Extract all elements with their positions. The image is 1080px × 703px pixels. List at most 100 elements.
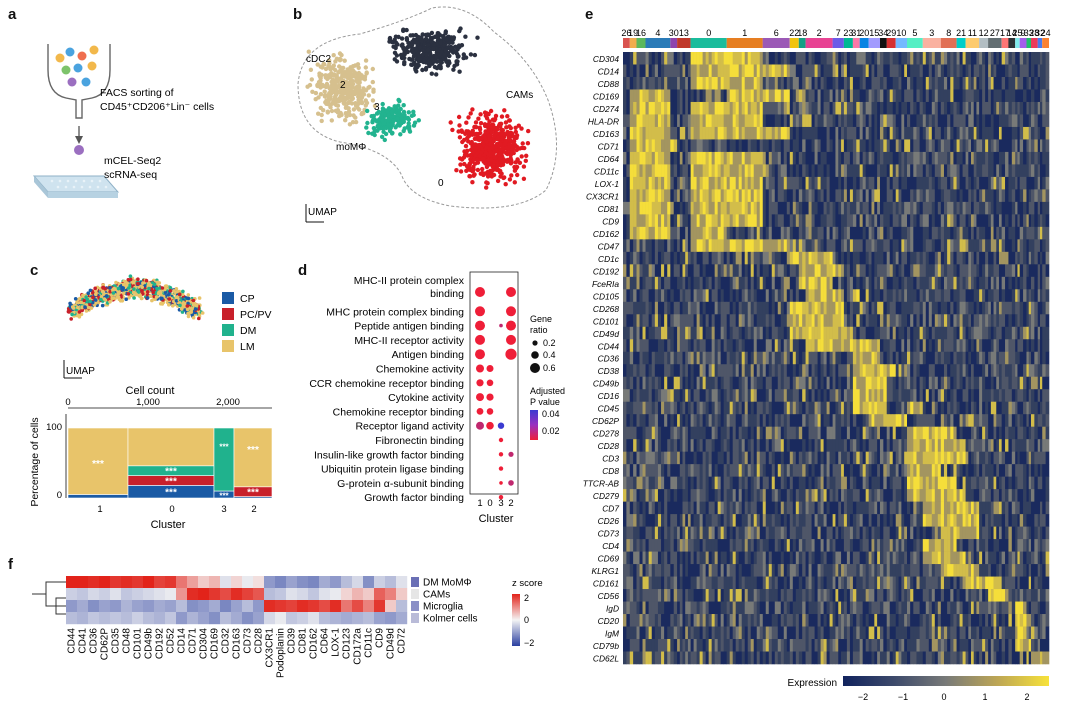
heatmap-cell bbox=[732, 214, 736, 228]
heatmap-cell bbox=[931, 239, 936, 253]
heatmap-cell bbox=[1042, 214, 1046, 228]
heatmap-cell bbox=[843, 101, 848, 115]
umap-point-c bbox=[185, 304, 190, 308]
umap-point bbox=[429, 71, 434, 76]
heatmap-cell bbox=[849, 89, 854, 103]
heatmap-cell bbox=[910, 64, 914, 78]
heatmap-cell bbox=[965, 52, 969, 65]
heatmap-cell bbox=[670, 201, 675, 215]
umap-point bbox=[484, 111, 490, 116]
heatmap-cell bbox=[919, 176, 924, 190]
heatmap-cell bbox=[859, 101, 863, 115]
heatmap-cell bbox=[732, 89, 736, 103]
heatmap-cell bbox=[726, 264, 730, 278]
heatmap-cell bbox=[940, 89, 945, 103]
heatmap-cell bbox=[1019, 251, 1024, 265]
heatmap-cell bbox=[753, 214, 758, 228]
heatmap-cell bbox=[645, 226, 649, 240]
heatmap-cell bbox=[892, 239, 897, 253]
heatmap-cell bbox=[798, 114, 803, 128]
heatmap-cell bbox=[648, 101, 653, 115]
umap-point bbox=[326, 93, 332, 99]
umap-point bbox=[497, 121, 502, 127]
heatmap-cell bbox=[805, 64, 809, 78]
heatmap-cell bbox=[717, 201, 721, 215]
heatmap-cell bbox=[879, 164, 884, 178]
heatmap-cell bbox=[1039, 89, 1043, 103]
heatmap-cell bbox=[985, 151, 989, 165]
heatmap-cell bbox=[786, 76, 791, 90]
enrichment-dot bbox=[498, 466, 504, 471]
heatmap-cell bbox=[642, 189, 646, 203]
heatmap-cell bbox=[720, 64, 724, 78]
heatmap-cell bbox=[979, 201, 983, 215]
heatmap-cell bbox=[753, 226, 758, 240]
heatmap-cell bbox=[783, 139, 788, 153]
heatmap-cell bbox=[1015, 214, 1018, 228]
heatmap-cell bbox=[904, 89, 908, 103]
heatmap-cell bbox=[1023, 251, 1027, 265]
heatmap-cell bbox=[843, 176, 848, 190]
heatmap-cell bbox=[789, 89, 794, 103]
heatmap-cell bbox=[795, 239, 800, 253]
heatmap-cell bbox=[765, 114, 770, 128]
umap-point-c bbox=[168, 286, 173, 290]
heatmap-cell bbox=[841, 89, 845, 103]
heatmap-cell bbox=[820, 151, 824, 165]
heatmap-cell bbox=[928, 101, 933, 115]
heatmap-cell bbox=[814, 226, 818, 240]
heatmap-cell bbox=[717, 76, 721, 90]
heatmap-cell bbox=[685, 201, 689, 215]
panel-c-label: c bbox=[30, 262, 39, 279]
heatmap-cell bbox=[962, 214, 966, 228]
heatmap-cell bbox=[705, 239, 709, 253]
heatmap-cell bbox=[971, 52, 975, 65]
heatmap-cell bbox=[922, 64, 927, 78]
heatmap-cell bbox=[708, 214, 712, 228]
heatmap-cell bbox=[832, 114, 836, 128]
heatmap-cell bbox=[648, 189, 653, 203]
heatmap-cell bbox=[1037, 139, 1041, 153]
heatmap-cell bbox=[717, 151, 721, 165]
heatmap-cell bbox=[714, 76, 718, 90]
umap-point bbox=[494, 148, 499, 154]
heatmap-cell bbox=[829, 101, 833, 115]
heatmap-cell bbox=[759, 264, 764, 278]
heatmap-cell bbox=[838, 114, 842, 128]
heatmap-cell bbox=[856, 64, 860, 78]
heatmap-cell bbox=[1017, 251, 1020, 265]
pvalue-tick-004: 0.04 bbox=[542, 409, 560, 419]
umap-point bbox=[353, 63, 358, 68]
heatmap-cell bbox=[841, 126, 845, 140]
heatmap-cell bbox=[623, 139, 627, 153]
heatmap-cell bbox=[898, 176, 902, 190]
heatmap-cell bbox=[808, 189, 812, 203]
heatmap-cell bbox=[753, 189, 758, 203]
heatmap-cell bbox=[768, 101, 773, 115]
heatmap-cell bbox=[774, 239, 779, 253]
heatmap-cell bbox=[1023, 189, 1027, 203]
heatmap-cell bbox=[971, 176, 975, 190]
heatmap-cell bbox=[642, 52, 646, 65]
heatmap-cell bbox=[808, 251, 812, 265]
heatmap-cell bbox=[943, 139, 948, 153]
heatmap-cell bbox=[913, 101, 917, 115]
heatmap-cell bbox=[1034, 226, 1039, 240]
heatmap-cell bbox=[1037, 76, 1041, 90]
heatmap-cell bbox=[901, 189, 905, 203]
heatmap-cell bbox=[682, 239, 686, 253]
heatmap-cell bbox=[664, 264, 668, 278]
heatmap-cell bbox=[1028, 114, 1032, 128]
heatmap-cell bbox=[789, 126, 794, 140]
heatmap-cell bbox=[943, 52, 948, 65]
umap-point bbox=[423, 52, 429, 58]
cluster-color-bar bbox=[880, 38, 887, 48]
heatmap-cell bbox=[849, 151, 854, 165]
heatmap-cell bbox=[1045, 251, 1050, 265]
heatmap-cell bbox=[699, 64, 703, 78]
heatmap-cell bbox=[943, 189, 948, 203]
heatmap-cell bbox=[979, 89, 983, 103]
heatmap-cell bbox=[1017, 101, 1020, 115]
heatmap-cell bbox=[765, 126, 770, 140]
heatmap-cell bbox=[928, 239, 933, 253]
